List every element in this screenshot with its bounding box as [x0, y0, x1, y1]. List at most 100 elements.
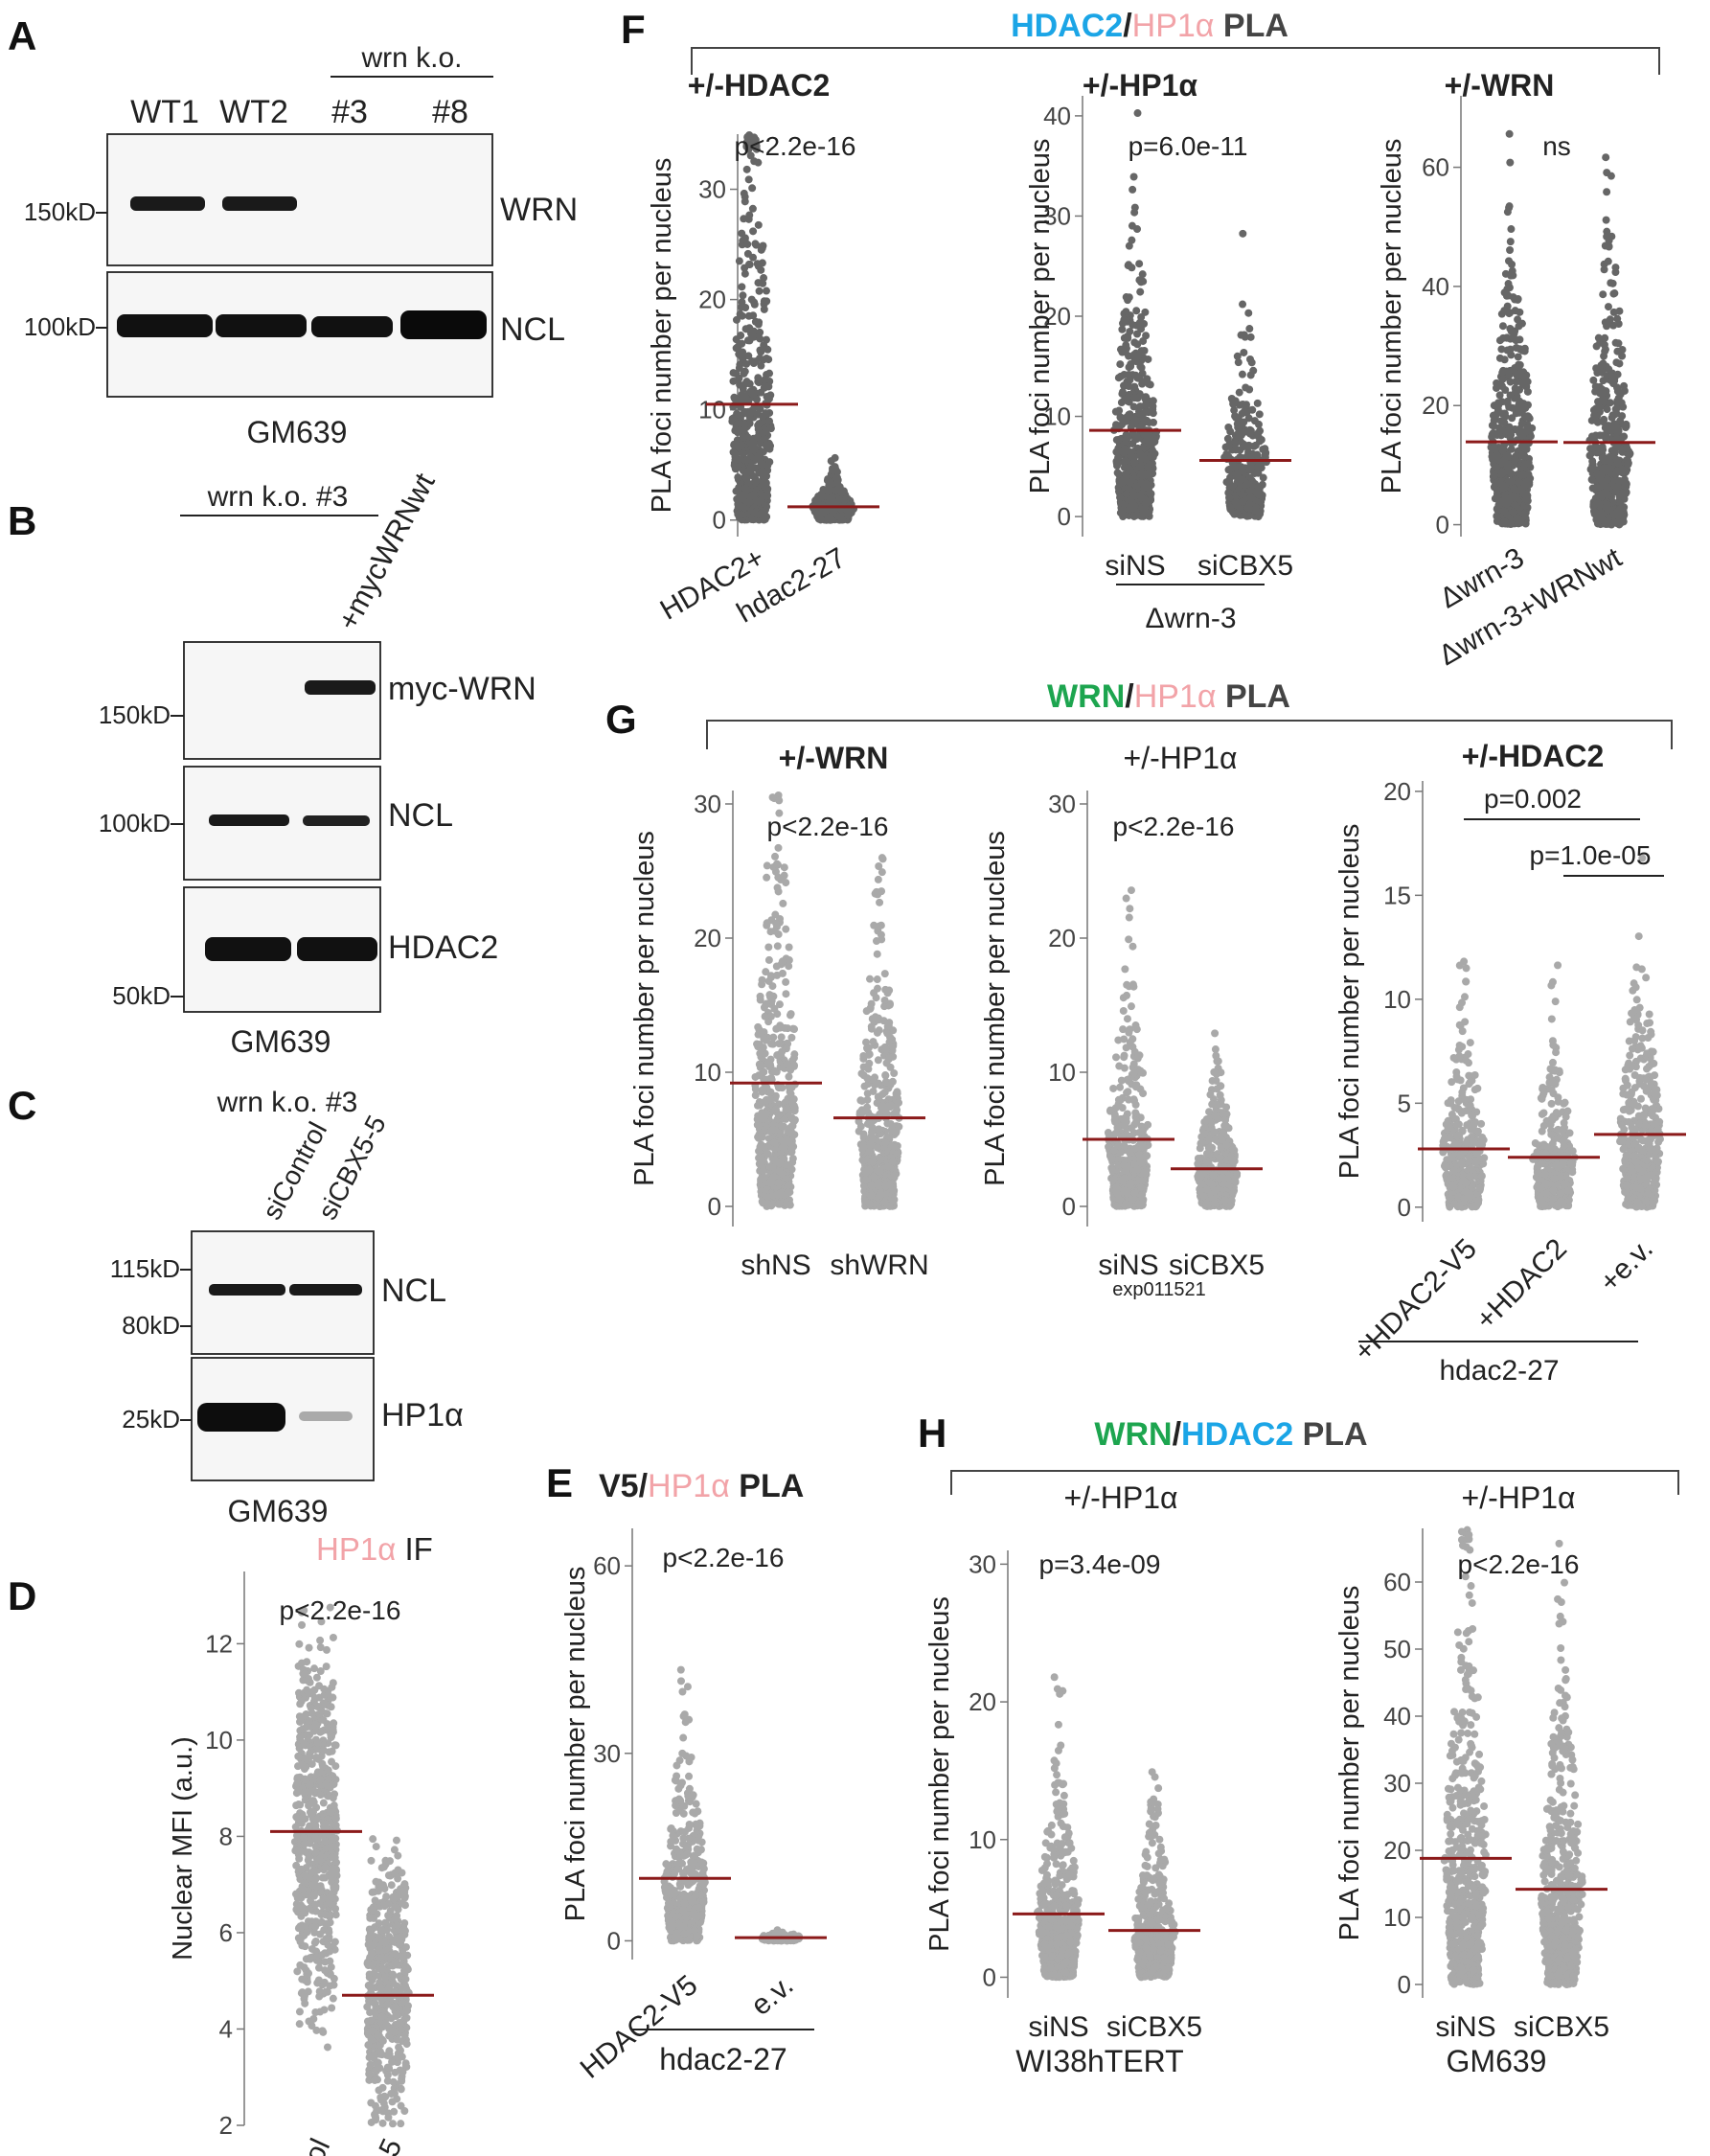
panel-b-group-label: wrn k.o. #3: [207, 481, 349, 513]
data-point: [1600, 456, 1608, 465]
y-tick-label: 10: [694, 1058, 721, 1087]
data-point: [1511, 455, 1519, 464]
data-point: [1136, 512, 1145, 520]
data-point: [754, 220, 763, 229]
data-point: [1244, 414, 1253, 423]
x-category-label: e.v.: [745, 1969, 800, 2022]
data-point: [745, 211, 754, 219]
data-point: [1511, 307, 1519, 315]
data-point: [669, 1831, 677, 1840]
y-tick-label: 2: [219, 2111, 233, 2140]
data-point: [1523, 496, 1532, 505]
data-point: [389, 2077, 398, 2086]
western-band: [311, 316, 393, 337]
y-tick-label: 10: [205, 1726, 233, 1755]
data-point: [1503, 462, 1512, 470]
data-point: [1245, 385, 1254, 394]
data-point: [382, 1892, 391, 1901]
data-point: [750, 490, 759, 498]
panel-e-letter: E: [546, 1460, 573, 1505]
data-point: [1506, 238, 1515, 246]
data-point: [749, 227, 758, 236]
y-tick-label: 10: [698, 396, 726, 424]
data-point: [832, 498, 840, 507]
data-point: [1122, 431, 1130, 440]
data-point: [1128, 236, 1136, 244]
data-point: [764, 356, 773, 364]
panel-f-bracket: [691, 47, 1660, 75]
data-point: [1506, 158, 1515, 167]
data-point: [1222, 449, 1231, 458]
y-tick-label: 40: [1043, 102, 1071, 130]
data-point: [402, 2040, 411, 2049]
data-point: [1495, 336, 1504, 345]
data-point: [741, 491, 749, 499]
data-point: [308, 1687, 317, 1696]
data-point: [307, 1704, 315, 1712]
data-point: [311, 1938, 320, 1946]
data-point: [327, 1731, 335, 1739]
panel-h-subtitle: +/-HP1α: [1064, 1480, 1178, 1515]
data-point: [306, 1822, 314, 1830]
title-segment: PLA: [1293, 1416, 1367, 1453]
data-point: [372, 2116, 380, 2124]
data-point: [1498, 322, 1507, 331]
title-segment: PLA: [730, 1468, 804, 1504]
data-point: [735, 350, 743, 358]
data-point: [1613, 482, 1622, 491]
data-point: [392, 1836, 400, 1845]
data-point: [325, 1775, 333, 1783]
panel-h-cell-line: GM639: [1447, 2044, 1547, 2078]
data-point: [1142, 332, 1151, 340]
data-point: [316, 1791, 325, 1800]
data-point: [379, 2099, 388, 2108]
data-point: [827, 457, 835, 466]
data-point: [392, 2012, 400, 2021]
data-point: [301, 1796, 309, 1804]
data-point: [1607, 372, 1616, 380]
title-segment: HDAC2: [1181, 1416, 1293, 1453]
data-point: [1138, 411, 1147, 420]
data-point: [773, 942, 782, 951]
data-point: [293, 1774, 302, 1782]
data-point: [1248, 405, 1257, 414]
data-point: [323, 1709, 331, 1718]
panel-h-title: WRN/HDAC2 PLA: [1094, 1416, 1367, 1453]
data-point: [1254, 513, 1263, 521]
data-point: [322, 1663, 331, 1671]
data-point: [365, 2070, 374, 2078]
data-point: [294, 1904, 303, 1913]
data-point: [676, 1677, 685, 1686]
data-point: [403, 1965, 412, 1974]
data-point: [672, 1809, 680, 1818]
data-point: [1614, 394, 1623, 402]
data-point: [1499, 496, 1508, 505]
data-point: [735, 257, 743, 265]
data-point: [391, 2068, 399, 2076]
y-tick-label: 30: [694, 790, 721, 818]
data-point: [331, 1865, 340, 1873]
data-point: [327, 1808, 335, 1817]
data-point: [1238, 497, 1246, 506]
data-point: [294, 1846, 303, 1855]
data-point: [394, 2053, 402, 2061]
data-point: [1499, 482, 1508, 491]
data-point: [1111, 407, 1120, 416]
data-point: [832, 473, 841, 482]
title-segment: HP1α: [1132, 8, 1215, 44]
data-point: [1237, 331, 1245, 339]
data-point: [1507, 327, 1516, 335]
data-point: [760, 297, 768, 306]
data-point: [765, 369, 774, 378]
data-point: [328, 2004, 336, 2012]
data-point: [1130, 382, 1139, 391]
data-point: [673, 1845, 681, 1853]
y-tick-label: 0: [713, 506, 726, 535]
data-point: [750, 446, 759, 454]
data-point: [741, 264, 749, 272]
data-point: [1255, 410, 1264, 419]
data-point: [377, 2051, 386, 2059]
data-point: [832, 465, 840, 473]
y-tick-label: 0: [1058, 502, 1071, 531]
data-point: [381, 1918, 390, 1927]
